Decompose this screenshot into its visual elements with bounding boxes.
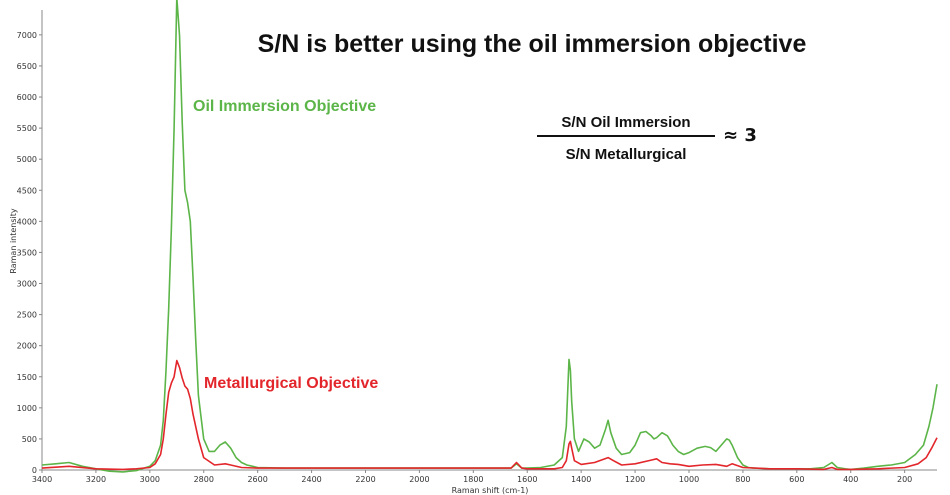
- x-tick-label: 3400: [32, 475, 52, 484]
- x-tick-label: 800: [735, 475, 750, 484]
- x-tick-label: 1400: [571, 475, 591, 484]
- x-tick-label: 1000: [679, 475, 699, 484]
- x-tick-label: 1600: [517, 475, 537, 484]
- ratio-numerator: S/N Oil Immersion: [561, 114, 690, 131]
- x-tick-label: 3200: [86, 475, 106, 484]
- y-tick-label: 6000: [17, 93, 37, 102]
- y-tick-label: 5500: [17, 124, 37, 133]
- y-tick-label: 4500: [17, 186, 37, 195]
- x-tick-label: 2800: [194, 475, 214, 484]
- x-tick-label: 3000: [140, 475, 160, 484]
- x-axis-title: Raman shift (cm-1): [452, 486, 529, 495]
- series-line-metallurgical: [41, 359, 938, 471]
- x-tick-label: 1800: [463, 475, 483, 484]
- series-layer: [41, 0, 938, 473]
- y-tick-label: 3500: [17, 248, 37, 257]
- sn-ratio-annotation: S/N Oil Immersion S/N Metallurgical ≈ 3: [537, 114, 757, 163]
- y-axis-title: Raman intensity: [9, 208, 18, 274]
- y-tick-label: 5000: [17, 155, 37, 164]
- x-tick-label: 2600: [247, 475, 267, 484]
- y-tick-label: 7000: [17, 31, 37, 40]
- x-tick-label: 600: [789, 475, 804, 484]
- x-tick-label: 400: [843, 475, 858, 484]
- y-tick-label: 1000: [17, 404, 37, 413]
- series-label-metallurgical: Metallurgical Objective: [204, 375, 378, 392]
- axes: 0 500 1000 1500 2000 2500 3000 3500 4000 4500 5000…: [17, 10, 937, 484]
- x-tick-label: 2000: [409, 475, 429, 484]
- series-line-oil-immersion: [41, 0, 938, 473]
- ratio-denominator: S/N Metallurgical: [566, 146, 687, 163]
- x-tick-label: 1200: [625, 475, 645, 484]
- y-tick-label: 2000: [17, 342, 37, 351]
- y-tick-label: 2500: [17, 311, 37, 320]
- y-tick-label: 6500: [17, 62, 37, 71]
- y-tick-label: 3000: [17, 280, 37, 289]
- y-tick-label: 4000: [17, 217, 37, 226]
- chart-title: S/N is better using the oil immersion ob…: [258, 30, 807, 58]
- ratio-value: ≈ 3: [723, 125, 757, 146]
- x-tick-label: 2400: [301, 475, 321, 484]
- y-tick-label: 0: [32, 466, 37, 475]
- y-tick-label: 1500: [17, 373, 37, 382]
- series-label-oil: Oil Immersion Objective: [193, 98, 376, 115]
- x-tick-label: 200: [897, 475, 912, 484]
- x-tick-label: 2200: [355, 475, 375, 484]
- y-tick-label: 500: [22, 435, 37, 444]
